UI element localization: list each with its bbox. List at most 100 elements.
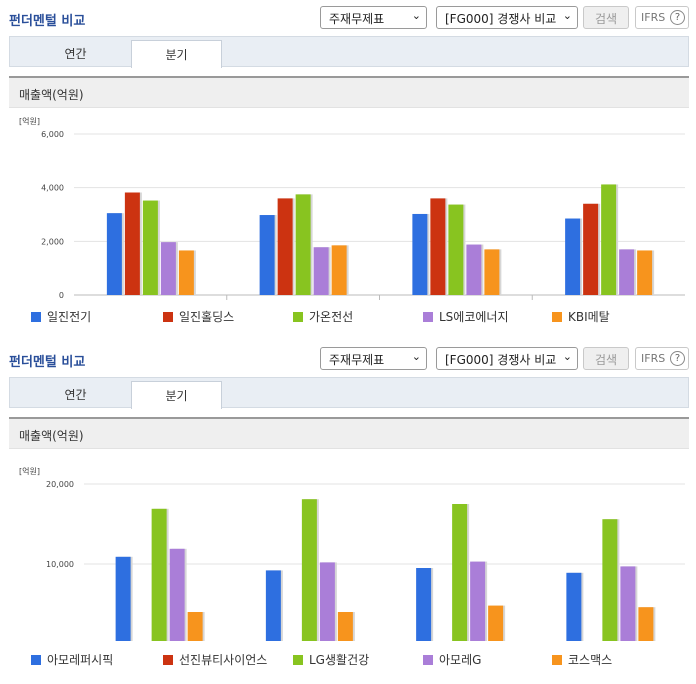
bar (331, 245, 347, 295)
revenue-chart: [억원] 0 2,000 4,000 6,000 2022/12 2023/03 2023/0… (9, 110, 689, 300)
legend-swatch (552, 655, 562, 665)
bar (466, 244, 482, 295)
bar (448, 204, 464, 295)
legend-swatch (293, 312, 303, 322)
section-title: 매출액(억원) (19, 88, 84, 102)
legend-label: LS에코에너지 (439, 310, 509, 324)
bar (178, 250, 194, 295)
bar (169, 548, 185, 641)
bar (638, 607, 654, 641)
x-tick-label: 2023/06 (439, 299, 472, 300)
y-tick-label: 10,000 (46, 560, 74, 569)
legend-swatch (163, 312, 173, 322)
legend-label: 아모레G (439, 653, 482, 667)
period-tabs: 연간 분기 (9, 36, 689, 68)
legend-item[interactable]: 일진홀딩스 (163, 308, 234, 325)
tab-quarterly[interactable]: 분기 (131, 40, 222, 68)
bar (565, 218, 581, 295)
chevron-down-icon: ⌄ (562, 9, 572, 22)
tab-annual[interactable]: 연간 (64, 388, 87, 402)
fundamental-panel-2: 펀더멘털 비교 주재무제표 ⌄ [FG000] 경쟁사 비교 ⌄ 검색 IFRS… (0, 341, 696, 684)
compare-select[interactable]: [FG000] 경쟁사 비교 ⌄ (436, 6, 578, 29)
bar (259, 215, 275, 295)
legend-item[interactable]: LG생활건강 (293, 651, 369, 668)
tab-annual[interactable]: 연간 (64, 47, 87, 61)
section-header: 매출액(억원) (9, 419, 689, 449)
bar (337, 612, 353, 641)
compare-select[interactable]: [FG000] 경쟁사 비교 ⌄ (436, 347, 578, 370)
bar (620, 566, 636, 641)
legend-label: 코스맥스 (568, 653, 613, 667)
legend-item[interactable]: 아모레G (423, 651, 481, 668)
statement-select[interactable]: 주재무제표 ⌄ (320, 347, 427, 370)
ifrs-help-button[interactable]: IFRS ? (635, 347, 689, 370)
legend-label: KBI메탈 (568, 310, 610, 324)
ifrs-help-button[interactable]: IFRS ? (635, 6, 689, 29)
legend-swatch (31, 312, 41, 322)
tab-quarterly[interactable]: 분기 (131, 381, 222, 409)
ifrs-label: IFRS (641, 352, 666, 365)
compare-select-value: [FG000] 경쟁사 비교 (445, 12, 557, 26)
bar (619, 249, 635, 295)
bar (301, 499, 317, 641)
legend-swatch (423, 312, 433, 322)
chart-legend: 아모레퍼시픽 선진뷰티사이언스 LG생활건강 아모레G 코스맥스 (9, 649, 689, 669)
revenue-section: 매출액(억원) [억원]010,00020,0002023/032023/062… (9, 417, 689, 675)
statement-select[interactable]: 주재무제표 ⌄ (320, 6, 427, 29)
y-tick-label: 4,000 (41, 184, 64, 193)
y-tick-label: 2,000 (41, 237, 64, 246)
x-tick-label: 2023/09 (592, 299, 625, 300)
legend-item[interactable]: 선진뷰티사이언스 (163, 651, 267, 668)
legend-item[interactable]: 아모레퍼시픽 (31, 651, 113, 668)
bar (106, 213, 122, 295)
chevron-down-icon: ⌄ (411, 9, 421, 22)
bar (484, 249, 500, 295)
legend-item[interactable]: 가온전선 (293, 308, 353, 325)
revenue-section: 매출액(억원) [억원] 0 2,000 4,000 6,000 2022/12 2023/… (9, 76, 689, 332)
y-unit-label: [억원] (19, 466, 40, 476)
bar (160, 242, 176, 295)
help-icon: ? (670, 351, 685, 366)
x-tick-label: 2022/12 (134, 299, 167, 300)
legend-swatch (31, 655, 41, 665)
legend-label: 아모레퍼시픽 (47, 653, 114, 667)
legend-item[interactable]: 코스맥스 (552, 651, 612, 668)
legend-swatch (293, 655, 303, 665)
section-title: 매출액(억원) (19, 429, 84, 443)
compare-select-value: [FG000] 경쟁사 비교 (445, 353, 557, 367)
chevron-down-icon: ⌄ (562, 350, 572, 363)
ifrs-label: IFRS (641, 11, 666, 24)
revenue-chart: [억원]010,00020,0002023/032023/062023/0920… (9, 451, 689, 641)
bar (470, 561, 486, 641)
search-button[interactable]: 검색 (583, 6, 629, 29)
bar (313, 247, 329, 295)
bar (583, 203, 599, 295)
chevron-down-icon: ⌄ (411, 350, 421, 363)
bar (566, 572, 582, 641)
bar (430, 198, 446, 295)
legend-label: 일진전기 (47, 310, 92, 324)
x-tick-label: 2023/03 (287, 299, 320, 300)
statement-select-value: 주재무제표 (329, 353, 385, 367)
bar (416, 568, 432, 641)
panel-header: 펀더멘털 비교 주재무제표 ⌄ [FG000] 경쟁사 비교 ⌄ 검색 IFRS… (0, 341, 696, 375)
legend-label: 가온전선 (309, 310, 354, 324)
legend-item[interactable]: LS에코에너지 (423, 308, 509, 325)
legend-swatch (423, 655, 433, 665)
bar (295, 194, 311, 295)
bar (488, 605, 504, 641)
y-tick-label: 0 (59, 291, 64, 300)
legend-label: LG생활건강 (309, 653, 370, 667)
bar (602, 519, 618, 641)
legend-label: 선진뷰티사이언스 (179, 653, 268, 667)
y-tick-label: 6,000 (41, 130, 64, 139)
legend-item[interactable]: 일진전기 (31, 308, 91, 325)
legend-item[interactable]: KBI메탈 (552, 308, 610, 325)
search-button[interactable]: 검색 (583, 347, 629, 370)
panel-title: 펀더멘털 비교 (9, 14, 86, 29)
help-icon: ? (670, 10, 685, 25)
legend-swatch (163, 655, 173, 665)
bar (452, 504, 468, 641)
statement-select-value: 주재무제표 (329, 12, 385, 26)
period-tabs: 연간 분기 (9, 377, 689, 409)
